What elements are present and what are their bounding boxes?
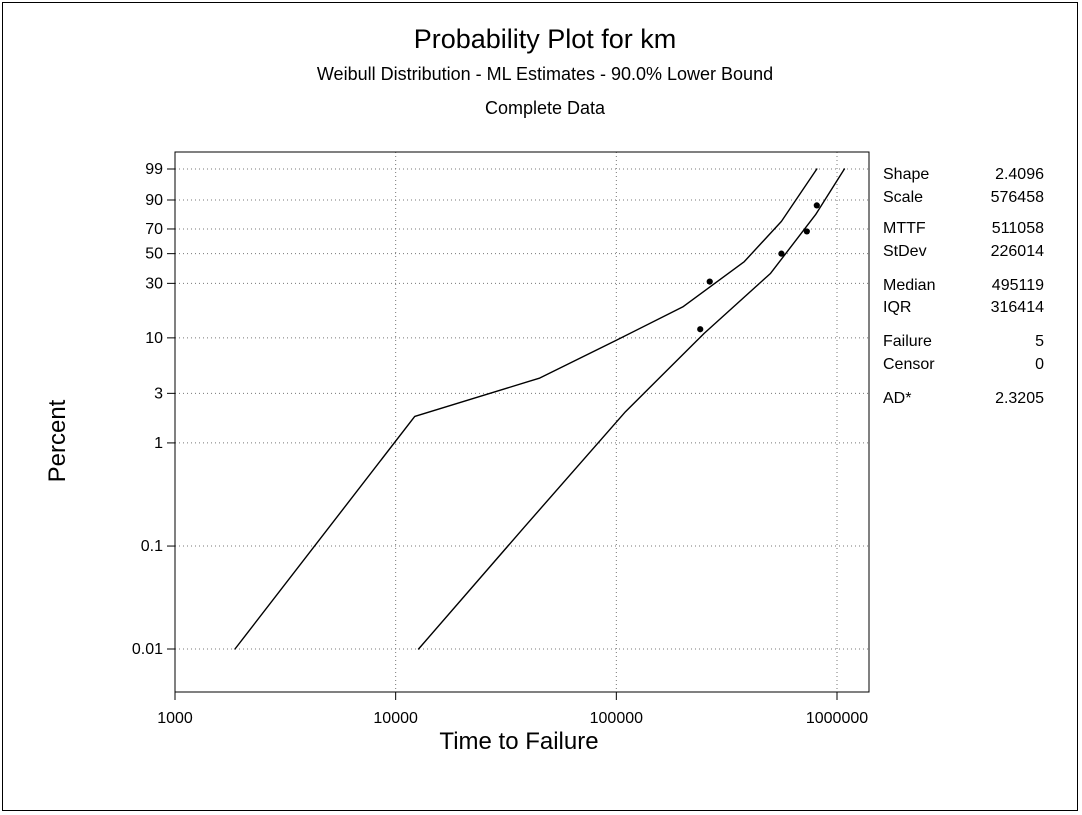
data-point (778, 250, 785, 257)
y-tick-label: 90 (145, 192, 163, 209)
stat-value: 511058 (992, 220, 1044, 237)
data-point (697, 326, 704, 333)
stat-value: 495119 (992, 277, 1044, 294)
x-tick-label: 100000 (590, 710, 643, 727)
chart-title: Probability Plot for km (414, 24, 677, 54)
y-tick-label: 30 (145, 275, 163, 292)
stat-label: Scale (883, 189, 923, 206)
axis-layer: 1000 10000 100000 1000000 0.01 0.1 1 3 10 30 50 70 9… (132, 161, 868, 727)
y-tick-label: 10 (145, 330, 163, 347)
y-tick-label: 50 (145, 246, 163, 263)
x-tick-label: 1000 (157, 710, 193, 727)
stat-label: Median (883, 277, 935, 294)
chart-subtitle-2: Complete Data (485, 98, 606, 118)
stat-value: 2.4096 (995, 166, 1044, 183)
x-axis-label: Time to Failure (439, 728, 598, 755)
y-tick-label: 3 (154, 385, 163, 402)
stat-value: 5 (1035, 333, 1044, 350)
data-point (813, 202, 820, 209)
stat-label: StDev (883, 243, 927, 260)
y-tick-label: 70 (145, 221, 163, 238)
y-axis-label: Percent (44, 399, 71, 482)
data-point (803, 228, 810, 235)
stat-value: 576458 (991, 189, 1044, 206)
stat-label: Censor (883, 356, 935, 373)
stat-value: 0 (1035, 356, 1044, 373)
stat-value: 316414 (991, 299, 1044, 316)
stat-value: 2.3205 (995, 390, 1044, 407)
data-point (706, 278, 713, 285)
y-tick-label: 0.1 (141, 538, 163, 555)
y-tick-label: 99 (145, 161, 163, 178)
stat-value: 226014 (991, 243, 1044, 260)
x-tick-label: 1000000 (806, 710, 868, 727)
stat-label: MTTF (883, 220, 926, 237)
plot-frame (174, 151, 870, 693)
y-tick-label: 1 (154, 435, 163, 452)
point-layer (697, 202, 820, 333)
stat-label: IQR (883, 299, 911, 316)
chart-subtitle: Weibull Distribution - ML Estimates - 90… (317, 64, 773, 84)
stats-table: Shape 2.4096 Scale 576458 MTTF 511058 StDev 226… (883, 166, 1044, 407)
y-tick-label: 0.01 (132, 641, 163, 658)
grid-layer (174, 152, 869, 692)
line-layer (234, 168, 846, 650)
x-tick-label: 10000 (373, 710, 418, 727)
stat-label: Shape (883, 166, 929, 183)
stat-label: AD* (883, 390, 911, 407)
confidence-bound-line-2 (417, 168, 846, 650)
stat-label: Failure (883, 333, 932, 350)
confidence-bound-line-1 (234, 168, 818, 650)
